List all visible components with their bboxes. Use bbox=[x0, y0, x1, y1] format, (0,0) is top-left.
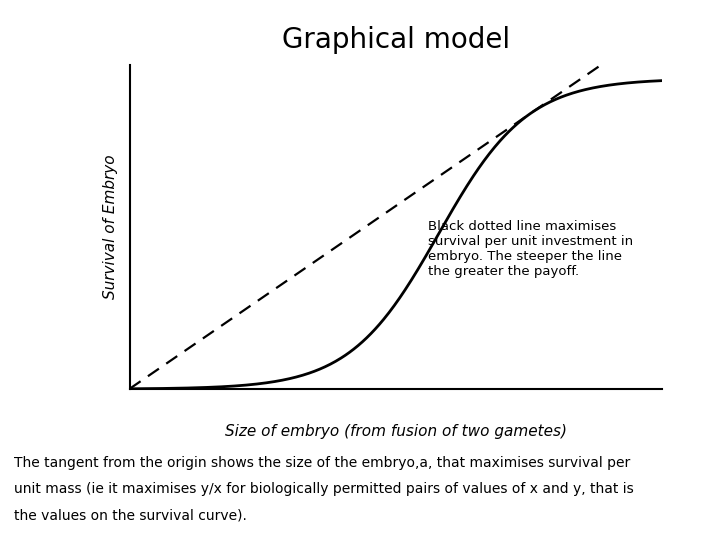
Y-axis label: Survival of Embryo: Survival of Embryo bbox=[104, 154, 119, 299]
Text: The tangent from the origin shows the size of the embryo,a, that maximises survi: The tangent from the origin shows the si… bbox=[14, 456, 631, 470]
Title: Graphical model: Graphical model bbox=[282, 26, 510, 54]
Text: Size of embryo (from fusion of two gametes): Size of embryo (from fusion of two gamet… bbox=[225, 424, 567, 439]
Text: unit mass (ie it maximises y/x for biologically permitted pairs of values of x a: unit mass (ie it maximises y/x for biolo… bbox=[14, 482, 634, 496]
Text: the values on the survival curve).: the values on the survival curve). bbox=[14, 508, 247, 522]
Text: Black dotted line maximises
survival per unit investment in
embryo. The steeper : Black dotted line maximises survival per… bbox=[428, 220, 633, 278]
